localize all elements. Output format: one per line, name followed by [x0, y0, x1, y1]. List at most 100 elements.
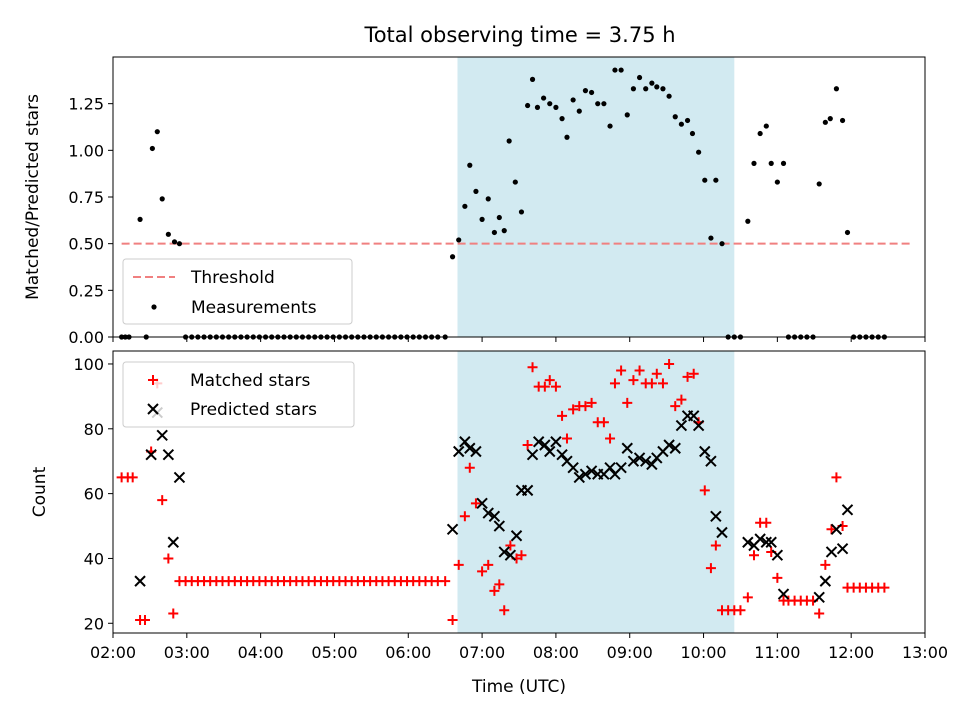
predicted-star-point	[498, 546, 510, 558]
x-tick-label: 13:00	[902, 643, 948, 662]
measurement-point	[547, 101, 553, 107]
matched-star-point	[483, 559, 494, 570]
top-x-ticks	[112, 337, 926, 342]
predicted-star-point	[710, 510, 722, 523]
matched-star-point	[477, 566, 488, 577]
figure-title: Total observing time = 3.75 h	[363, 23, 675, 47]
measurement-point	[576, 108, 582, 114]
measurement-point	[534, 104, 541, 110]
matched-star-point	[820, 559, 831, 570]
highlight-span-top	[457, 57, 735, 337]
x-tick-label: 07:00	[459, 643, 505, 662]
highlight-span-bottom	[457, 351, 735, 633]
legend-bottom: Matched stars Predicted stars	[122, 361, 355, 428]
measurement-point	[751, 160, 757, 166]
measurement-point	[479, 216, 485, 222]
x-tick-label: 03:00	[164, 643, 210, 662]
measurement-point	[768, 160, 774, 166]
x-axis-label: Time (UTC)	[471, 677, 566, 697]
measurement-point	[757, 130, 763, 137]
matched-star-point	[651, 368, 662, 379]
matched-star-point	[527, 362, 538, 373]
predicted-star-point	[446, 523, 459, 535]
predicted-star-point	[825, 546, 838, 558]
measurement-point	[462, 203, 468, 209]
predicted-star-point	[526, 449, 539, 461]
predicted-star-point	[633, 452, 646, 464]
predicted-star-point	[585, 465, 598, 477]
predicted-star-point	[669, 442, 681, 454]
matched-star-point	[710, 540, 721, 551]
x-tick-label: 05:00	[311, 643, 357, 662]
measurement-point	[496, 214, 502, 221]
matched-star-point	[557, 410, 568, 421]
matched-star-point	[664, 358, 675, 369]
legend-measurements-marker	[151, 304, 157, 310]
matched-star-point	[516, 550, 527, 561]
y-tick-label: 0.75	[68, 188, 104, 207]
predicted-star-point	[550, 436, 562, 448]
predicted-star-point	[621, 442, 633, 454]
matched-star-point	[550, 381, 561, 392]
predicted-star-point	[488, 510, 501, 523]
measurement-point	[473, 188, 479, 194]
measurement-point	[763, 123, 769, 129]
legend-measurements-label: Measurements	[191, 298, 317, 318]
measurement-point	[176, 241, 183, 247]
measurement-point	[154, 129, 160, 135]
predicted-star-point	[841, 504, 854, 516]
predicted-star-point	[145, 449, 157, 461]
x-tick-label: 08:00	[533, 643, 579, 662]
measurement-point	[708, 235, 714, 241]
predicted-star-point	[765, 536, 777, 548]
matched-star-point	[761, 517, 772, 528]
measurement-point	[612, 67, 618, 73]
measurement-point	[570, 97, 576, 103]
measurement-point	[833, 86, 840, 92]
x-tick-label: 06:00	[385, 643, 431, 662]
legend-plus-glyph	[148, 375, 158, 385]
predicted-star-point	[692, 419, 705, 432]
x-tick-label: 11:00	[754, 643, 800, 662]
predicted-star-point	[640, 455, 652, 467]
x-tick-label: 09:00	[607, 643, 653, 662]
matched-star-point	[879, 582, 890, 593]
measurement-point	[491, 229, 497, 236]
matched-star-point	[440, 576, 451, 587]
matched-star-point	[748, 550, 759, 561]
measurement-point	[525, 102, 531, 109]
bottom-marks	[116, 358, 890, 626]
legend-threshold-label: Threshold	[190, 268, 275, 288]
predicted-star-point	[813, 591, 825, 604]
legend-matched-marker	[148, 375, 158, 385]
matched-star-point	[168, 608, 179, 619]
y-tick-label: 40	[84, 549, 104, 568]
measurement-point	[643, 86, 649, 92]
measurement-point	[844, 229, 851, 236]
measurement-point	[137, 216, 143, 222]
y-tick-label: 1.25	[68, 95, 104, 114]
predicted-star-point	[459, 436, 471, 448]
x-tick-label: 10:00	[680, 643, 726, 662]
measurement-point	[456, 237, 462, 243]
measurement-point	[559, 116, 565, 122]
predicted-star-point	[173, 471, 186, 484]
measurement-point	[467, 162, 473, 168]
matched-star-point	[688, 368, 699, 379]
measurement-point	[149, 145, 155, 152]
measurement-point	[588, 89, 595, 96]
measurement-point	[529, 76, 536, 82]
matched-star-point	[705, 563, 716, 574]
y-tick-label: 60	[84, 485, 104, 504]
measurement-point	[595, 101, 601, 107]
predicted-star-point	[453, 445, 465, 458]
measurement-point	[165, 231, 171, 237]
predicted-star-point	[687, 410, 700, 422]
predicted-star-point	[742, 536, 754, 548]
matched-star-point	[831, 472, 842, 483]
predicted-star-point	[493, 520, 506, 532]
measurement-point	[171, 239, 178, 245]
bottom-y-ticks: 20 40 60 80 100	[73, 355, 113, 633]
matched-star-point	[522, 440, 533, 450]
measurement-point	[689, 130, 696, 137]
